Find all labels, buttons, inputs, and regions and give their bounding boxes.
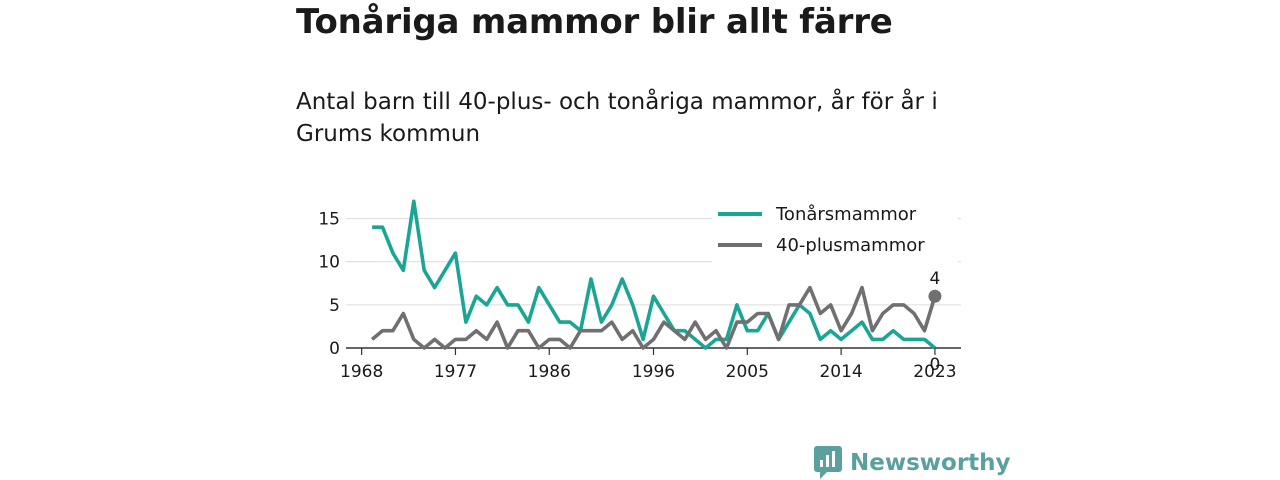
x-tick-label: 1996 [632,362,675,382]
end-labels: 40 [930,269,941,375]
legend-item-label: 40-plusmammor [776,235,925,256]
bar-chart-speech-bubble-icon [814,446,842,479]
x-tick-label: 1986 [528,362,571,382]
y-tick-label: 5 [329,296,340,316]
axes: 0 5 10 15 1968 1977 1986 1996 2005 2014 2023 [318,210,961,382]
x-tick-label: 2005 [726,362,769,382]
end-label: 0 [930,355,941,375]
legend: Tonårsmammor 40-plusmammor [712,198,958,264]
x-tick-label: 1968 [340,362,383,382]
y-tick-label: 0 [329,339,340,359]
series-line-tonarsmammor [372,199,937,350]
y-tick-label: 10 [318,253,340,273]
series-lines [370,199,942,350]
x-tick-label: 1977 [434,362,477,382]
x-tick-label: 2023 [913,362,956,382]
newsworthy-logo: Newsworthy [814,446,1011,480]
end-label: 4 [930,269,941,289]
chart-title: Tonåriga mammor blir allt färre [296,2,893,42]
chart-subtitle: Antal barn till 40-plus- och tonåriga ma… [296,89,938,147]
legend-item-label: Tonårsmammor [775,204,917,225]
legend-background [712,198,958,264]
end-point-marker [928,289,942,303]
y-tick-label: 15 [318,210,340,230]
series-line-40-plusmammor [370,285,937,350]
brand-name: Newsworthy [850,450,1011,476]
x-tick-label: 2014 [819,362,862,382]
